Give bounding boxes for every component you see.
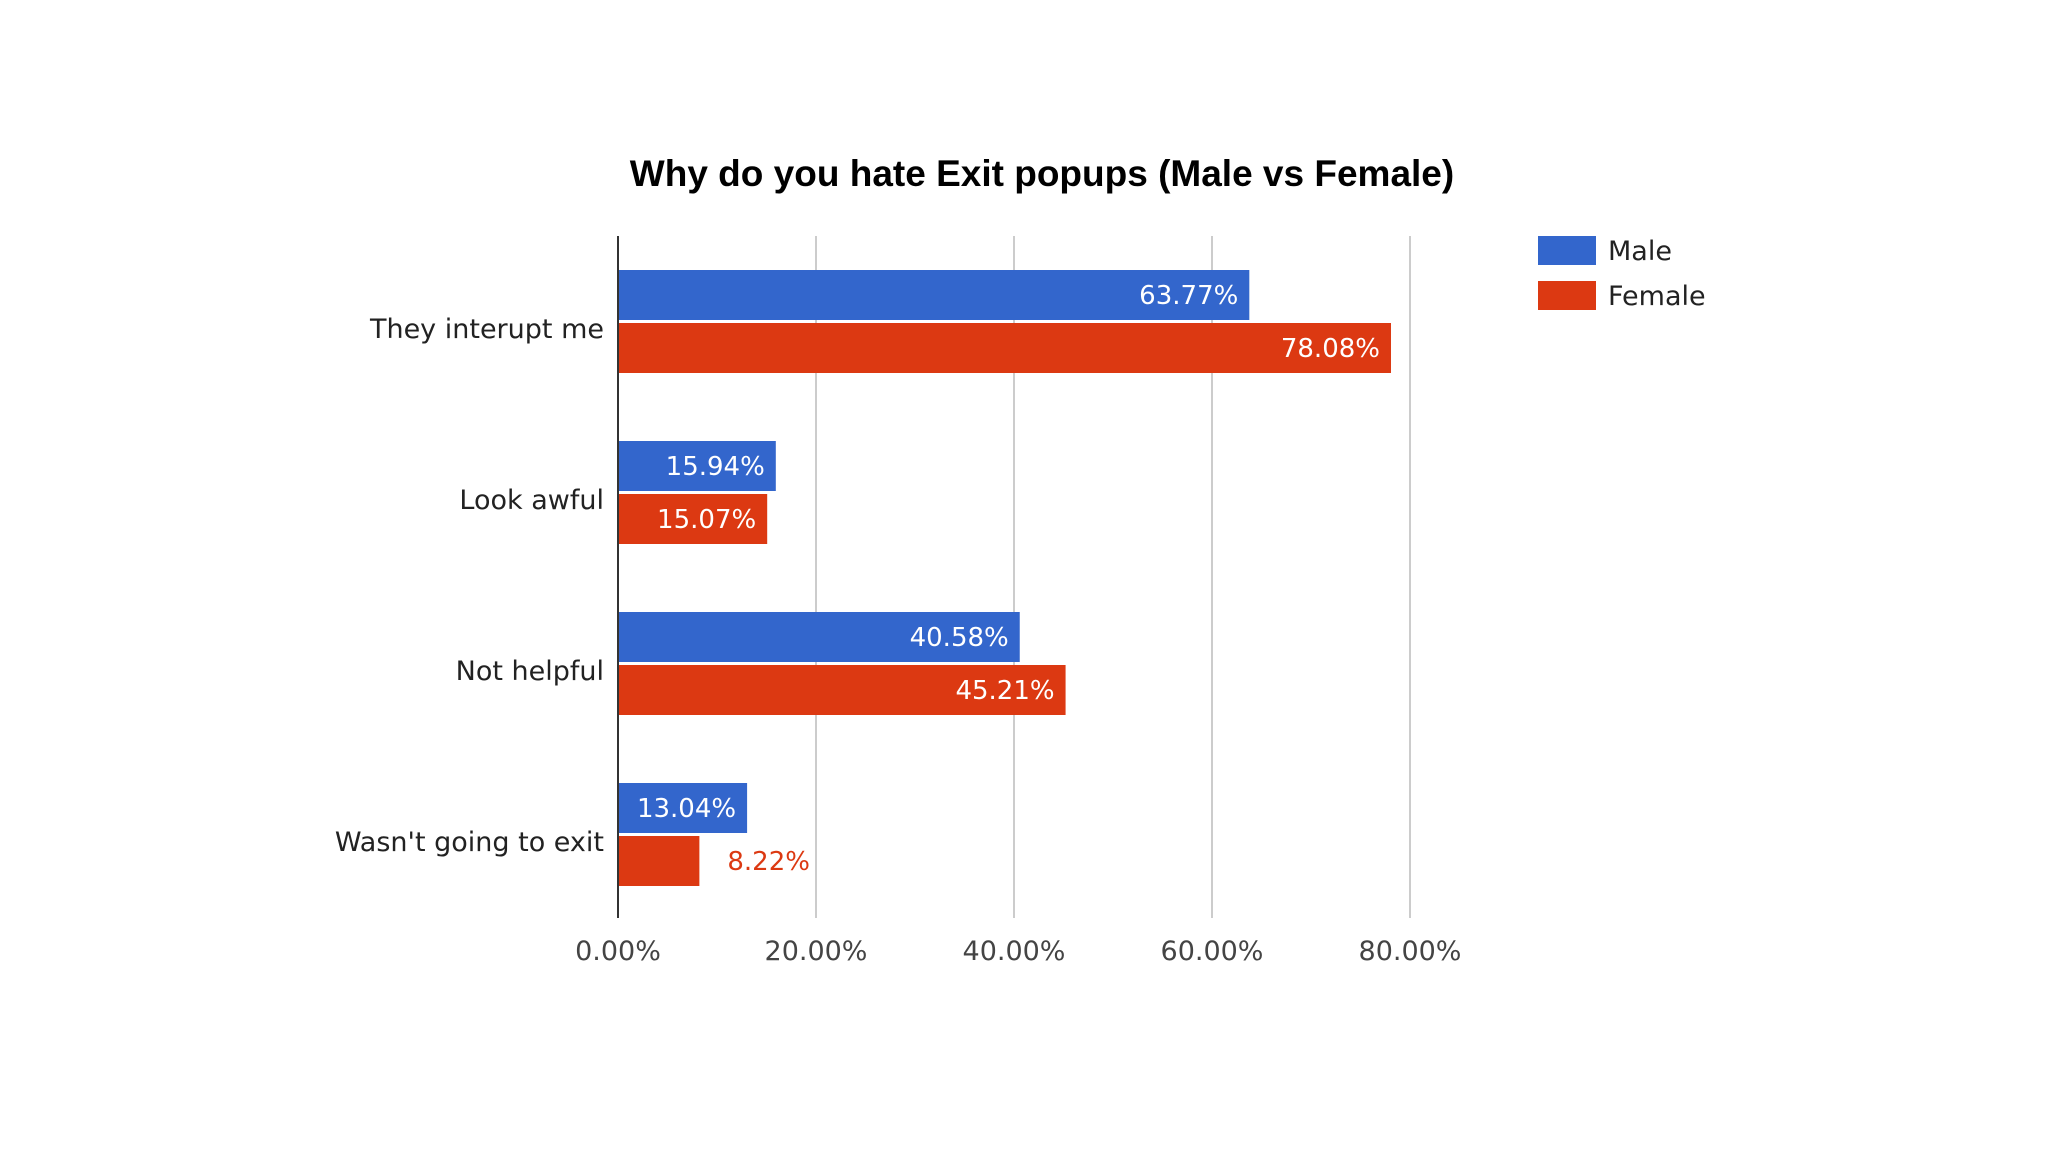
bar-male	[618, 783, 748, 833]
chart-title: Why do you hate Exit popups (Male vs Fem…	[630, 153, 1454, 194]
data-label: 63.77%	[1139, 281, 1238, 311]
data-label: 40.58%	[910, 623, 1009, 653]
x-tick-label: 20.00%	[765, 936, 868, 967]
legend-swatch-female	[1538, 281, 1596, 310]
value-labels: 63.77% 78.08% 15.94% 15.07% 40.58% 45.21% 13.0…	[637, 281, 1380, 877]
data-label: 8.22%	[727, 847, 810, 877]
data-label: 45.21%	[955, 676, 1054, 706]
bar-female	[618, 665, 1066, 715]
legend-label: Female	[1608, 281, 1706, 312]
category-label: They interupt me	[369, 314, 604, 345]
bar-female	[618, 836, 700, 886]
category-label: Look awful	[459, 485, 604, 516]
x-axis-tick-labels: 0.00% 20.00% 40.00% 60.00% 80.00%	[575, 936, 1461, 967]
legend: Male Female	[1538, 236, 1706, 312]
bars	[618, 270, 1391, 886]
category-labels: They interupt me Look awful Not helpful Was…	[335, 314, 604, 858]
x-tick-label: 80.00%	[1359, 936, 1462, 967]
x-tick-label: 60.00%	[1161, 936, 1264, 967]
legend-swatch-male	[1538, 236, 1596, 265]
category-label: Wasn't going to exit	[335, 827, 604, 858]
x-tick-label: 40.00%	[963, 936, 1066, 967]
x-tick-label: 0.00%	[575, 936, 661, 967]
bar-male	[618, 612, 1020, 662]
bar-female	[618, 323, 1391, 373]
bar-male	[618, 441, 776, 491]
bar-male	[618, 270, 1250, 320]
category-label: Not helpful	[456, 656, 604, 687]
data-label: 13.04%	[637, 794, 736, 824]
data-label: 15.07%	[657, 505, 756, 535]
bar-female	[618, 494, 768, 544]
data-label: 15.94%	[666, 452, 765, 482]
data-label: 78.08%	[1281, 334, 1380, 364]
legend-label: Male	[1608, 236, 1672, 267]
